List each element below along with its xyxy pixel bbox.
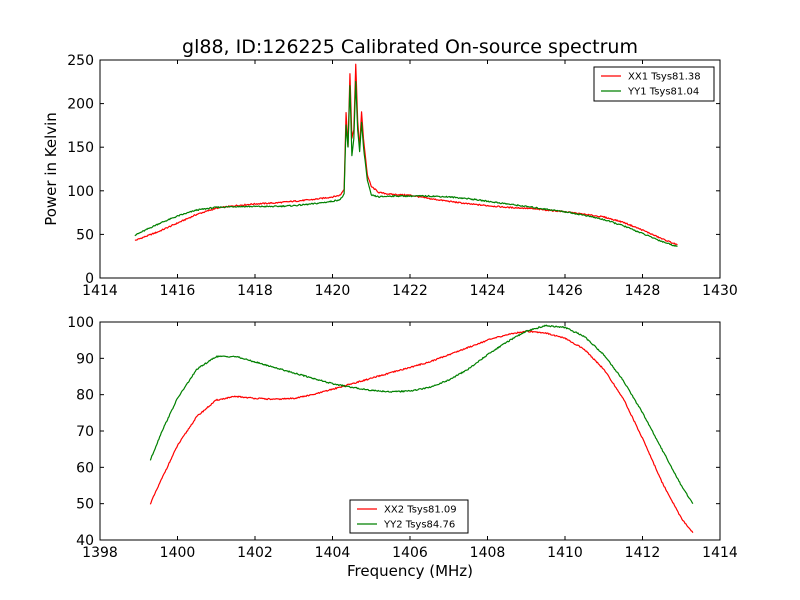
top-x-tick-label: 1420	[315, 283, 351, 299]
top-y-tick-label: 150	[67, 140, 94, 156]
bottom-x-tick-label: 1410	[547, 545, 583, 561]
bottom-y-tick-label: 80	[76, 388, 94, 404]
bottom-x-tick-label: 1408	[470, 545, 506, 561]
top-x-tick-label: 1422	[392, 283, 428, 299]
top-series-yy-line	[134, 80, 678, 248]
bottom-y-tick-label: 60	[76, 460, 94, 476]
bottom-ticks-layer: 1398 1400 1402 1404 1406 1408 1410 1412 1414 40 50…	[67, 315, 738, 561]
bottom-x-tick-label: 1400	[160, 545, 196, 561]
top-y-tick-label: 100	[67, 184, 94, 200]
top-panel: 1414 1416 1418 1420 1422 1424 1426 1428 1430 0 50 1…	[67, 53, 738, 299]
top-legend: XX1 Tsys81.38 YY1 Tsys81.04	[593, 66, 715, 102]
bottom-x-tick-label: 1406	[392, 545, 428, 561]
bottom-legend-label: YY2 Tsys84.76	[383, 520, 455, 531]
bottom-x-tick-label: 1402	[237, 545, 273, 561]
top-x-tick-label: 1426	[547, 283, 583, 299]
bottom-series-xx-line	[149, 329, 694, 534]
y-axis-label-top: Power in Kelvin	[42, 112, 60, 226]
bottom-x-tick-label: 1412	[625, 545, 661, 561]
bottom-legend-label: XX2 Tsys81.09	[384, 505, 457, 516]
top-x-tick-label: 1430	[702, 283, 738, 299]
bottom-y-tick-label: 50	[76, 497, 94, 513]
bottom-x-tick-label: 1404	[315, 545, 351, 561]
bottom-series-layer	[149, 324, 694, 534]
top-axes-frame	[99, 59, 721, 279]
bottom-panel: 1398 1400 1402 1404 1406 1408 1410 1412 1414 40 50…	[67, 315, 738, 561]
top-y-tick-label: 250	[67, 53, 94, 69]
chart-title: gl88, ID:126225 Calibrated On-source spe…	[182, 36, 638, 58]
top-x-tick-label: 1428	[625, 283, 661, 299]
top-x-tick-label: 1414	[82, 283, 118, 299]
x-axis-label-bottom: Frequency (MHz)	[347, 562, 473, 580]
bottom-legend-box	[349, 499, 469, 534]
bottom-series-yy-line	[149, 324, 694, 505]
top-y-tick-label: 0	[85, 271, 94, 287]
bottom-legend: XX2 Tsys81.09 YY2 Tsys84.76	[349, 499, 469, 534]
bottom-y-tick-label: 70	[76, 424, 94, 440]
bottom-y-tick-label: 100	[67, 315, 94, 331]
bottom-x-tick-label: 1398	[82, 545, 118, 561]
bottom-x-tick-label: 1414	[702, 545, 738, 561]
top-x-tick-label: 1416	[160, 283, 196, 299]
bottom-y-tick-label: 40	[76, 533, 94, 549]
top-legend-box	[593, 66, 715, 102]
top-x-tick-label: 1418	[237, 283, 273, 299]
bottom-y-tick-label: 90	[76, 351, 94, 367]
top-ticks-layer: 1414 1416 1418 1420 1422 1424 1426 1428 1430 0 50 1…	[67, 53, 738, 299]
top-y-tick-label: 200	[67, 97, 94, 113]
top-y-tick-label: 50	[76, 227, 94, 243]
bottom-axes-frame	[99, 321, 721, 541]
top-x-tick-label: 1424	[470, 283, 506, 299]
top-legend-label: XX1 Tsys81.38	[628, 72, 701, 83]
top-series-layer	[134, 63, 678, 248]
top-legend-label: YY1 Tsys81.04	[627, 87, 699, 98]
